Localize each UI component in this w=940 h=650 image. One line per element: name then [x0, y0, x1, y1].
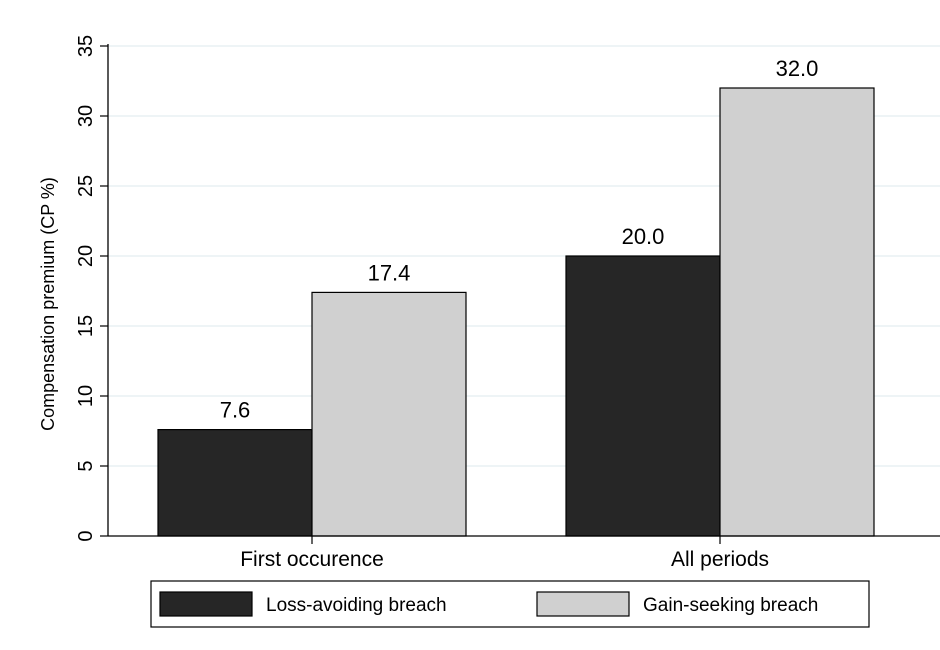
gridlines [108, 45, 940, 467]
y-tick-label: 30 [75, 105, 97, 127]
bar [157, 429, 313, 537]
y-tick-label: 25 [75, 175, 97, 197]
legend: Loss-avoiding breach Gain-seeking breach [150, 580, 870, 628]
data-label: 32.0 [776, 56, 819, 81]
y-axis-title: Compensation premium (CP %) [38, 177, 58, 431]
y-tick-label: 35 [75, 35, 97, 57]
y-tick-label: 0 [75, 530, 97, 541]
legend-label-loss-avoiding: Loss-avoiding breach [266, 595, 447, 616]
legend-box [150, 580, 870, 628]
y-tick-label: 20 [75, 245, 97, 267]
bars [157, 87, 875, 537]
axes [107, 44, 940, 537]
data-label: 20.0 [622, 224, 665, 249]
y-tick-label: 5 [75, 460, 97, 471]
legend-label-gain-seeking: Gain-seeking breach [643, 595, 818, 616]
category-label: All periods [671, 548, 769, 571]
category-label: First occurence [240, 548, 384, 571]
bar [565, 255, 721, 537]
data-label: 17.4 [368, 260, 411, 285]
bar [311, 291, 467, 537]
y-ticks: 0 5 10 15 20 25 30 35 [75, 35, 108, 542]
data-labels: 7.6 17.4 20.0 32.0 [220, 56, 819, 423]
category-labels: First occurence All periods [240, 536, 769, 571]
data-label: 7.6 [220, 398, 251, 423]
legend-swatch-gain-seeking [536, 591, 630, 617]
legend-swatch-loss-avoiding [159, 591, 253, 617]
y-tick-label: 10 [75, 385, 97, 407]
bar [719, 87, 875, 537]
y-tick-label: 15 [75, 315, 97, 337]
